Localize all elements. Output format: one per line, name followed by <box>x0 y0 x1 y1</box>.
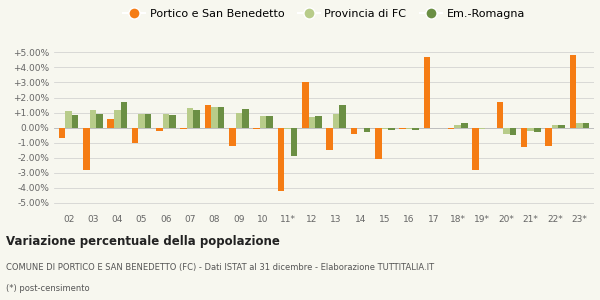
Bar <box>364 128 370 132</box>
Bar <box>534 128 541 132</box>
Bar <box>308 117 315 128</box>
Bar <box>211 106 218 128</box>
Bar <box>242 109 249 128</box>
Bar <box>145 114 151 128</box>
Bar <box>181 128 187 129</box>
Bar <box>424 57 430 128</box>
Bar <box>59 128 65 138</box>
Bar <box>479 128 485 129</box>
Bar <box>96 114 103 128</box>
Legend: Portico e San Benedetto, Provincia di FC, Em.-Romagna: Portico e San Benedetto, Provincia di FC… <box>119 4 529 23</box>
Bar <box>326 128 333 150</box>
Bar <box>83 128 89 170</box>
Bar <box>132 128 138 142</box>
Bar <box>406 128 412 129</box>
Bar <box>340 105 346 128</box>
Text: (*) post-censimento: (*) post-censimento <box>6 284 89 293</box>
Bar <box>218 106 224 128</box>
Bar <box>576 123 583 127</box>
Bar <box>302 82 308 128</box>
Bar <box>472 128 479 170</box>
Bar <box>107 118 114 127</box>
Bar <box>205 105 211 128</box>
Bar <box>503 128 510 134</box>
Bar <box>461 123 467 127</box>
Bar <box>260 116 266 128</box>
Bar <box>569 56 576 128</box>
Text: COMUNE DI PORTICO E SAN BENEDETTO (FC) - Dati ISTAT al 31 dicembre - Elaborazion: COMUNE DI PORTICO E SAN BENEDETTO (FC) -… <box>6 263 434 272</box>
Bar <box>510 128 516 135</box>
Bar <box>291 128 298 156</box>
Bar <box>163 114 169 128</box>
Bar <box>193 110 200 128</box>
Bar <box>156 128 163 130</box>
Bar <box>121 102 127 128</box>
Bar <box>388 128 395 130</box>
Bar <box>315 116 322 128</box>
Bar <box>412 128 419 130</box>
Bar <box>187 108 193 128</box>
Bar <box>448 128 454 129</box>
Bar <box>278 128 284 190</box>
Bar <box>454 124 461 128</box>
Bar <box>114 110 121 128</box>
Bar <box>236 112 242 128</box>
Bar <box>138 114 145 128</box>
Bar <box>253 128 260 129</box>
Bar <box>72 115 79 128</box>
Bar <box>65 111 72 128</box>
Bar <box>229 128 236 146</box>
Bar <box>521 128 527 147</box>
Bar <box>333 114 340 128</box>
Bar <box>527 128 534 130</box>
Bar <box>552 124 559 128</box>
Bar <box>497 102 503 128</box>
Bar <box>559 124 565 128</box>
Bar <box>169 115 176 128</box>
Bar <box>284 128 291 129</box>
Bar <box>266 116 273 128</box>
Bar <box>89 110 96 128</box>
Bar <box>375 128 382 159</box>
Text: Variazione percentuale della popolazione: Variazione percentuale della popolazione <box>6 235 280 248</box>
Bar <box>399 128 406 129</box>
Bar <box>382 128 388 129</box>
Bar <box>350 128 357 134</box>
Bar <box>545 128 552 146</box>
Bar <box>583 123 589 127</box>
